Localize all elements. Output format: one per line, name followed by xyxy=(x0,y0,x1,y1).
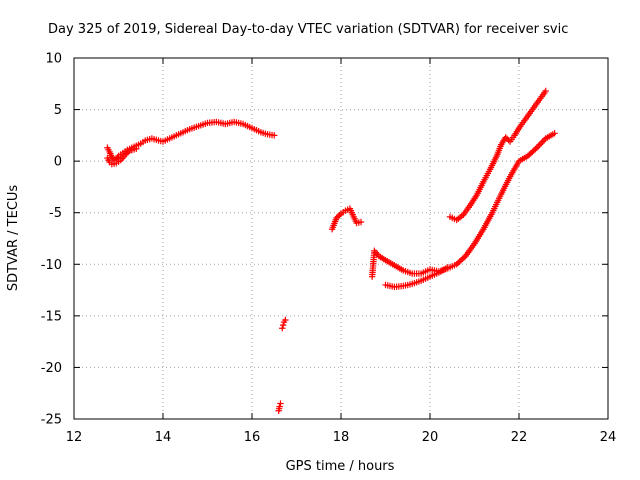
data-point-marker xyxy=(454,259,462,267)
data-point-marker xyxy=(282,316,289,324)
data-point-marker xyxy=(333,214,340,222)
data-point-marker xyxy=(505,136,512,144)
data-point-marker xyxy=(121,151,129,159)
data-point-marker xyxy=(336,211,343,219)
y-tick-label: -15 xyxy=(41,309,62,324)
x-tick-label: 22 xyxy=(511,430,528,445)
y-tick-label: -25 xyxy=(41,413,62,428)
y-tick-label: 10 xyxy=(45,52,62,67)
data-point-marker xyxy=(524,152,532,160)
y-tick-labels: 10 5 0 -5 -10 -15 -20 -25 xyxy=(41,52,62,428)
y-tick-label: -10 xyxy=(41,258,62,273)
data-point-marker xyxy=(502,134,509,141)
series-arc-3 xyxy=(279,316,289,332)
data-point-marker xyxy=(460,254,468,261)
y-tick-label: 0 xyxy=(54,155,62,170)
y-tick-label: -20 xyxy=(41,361,62,376)
data-point-marker xyxy=(123,150,130,157)
data-point-marker xyxy=(526,151,533,158)
data-point-marker xyxy=(532,145,539,153)
y-axis-label: SDTVAR / TECUs xyxy=(6,185,21,292)
data-point-marker xyxy=(459,255,466,262)
data-point-marker xyxy=(456,258,463,265)
x-tick-label: 12 xyxy=(66,430,83,445)
data-point-marker xyxy=(529,148,536,156)
data-point-marker xyxy=(271,132,278,139)
data-point-marker xyxy=(457,256,465,264)
chart-title: Day 325 of 2019, Sidereal Day-to-day VTE… xyxy=(48,22,568,37)
x-tick-label: 16 xyxy=(244,430,261,445)
data-point-marker xyxy=(542,87,549,95)
data-point-marker xyxy=(503,135,511,142)
series-arc-1-lower xyxy=(104,145,140,168)
series-arc-1 xyxy=(104,118,278,164)
data-point-marker xyxy=(530,147,538,154)
y-tick-label: 5 xyxy=(54,103,62,118)
series-arc-4 xyxy=(328,205,365,233)
data-point-marker xyxy=(334,213,342,220)
x-tick-label: 14 xyxy=(155,430,172,445)
x-tick-label: 20 xyxy=(422,430,439,445)
data-point-marker xyxy=(124,149,132,156)
x-tick-label: 18 xyxy=(333,430,350,445)
series-arc-6 xyxy=(382,264,451,291)
data-point-marker xyxy=(551,130,558,137)
axis-ticks xyxy=(73,57,609,420)
data-point-marker xyxy=(453,261,460,268)
series-arc-7 xyxy=(446,87,549,224)
data-point-marker xyxy=(444,264,451,271)
x-axis-label: GPS time / hours xyxy=(286,459,395,474)
series-arc-2 xyxy=(275,400,284,414)
x-tick-label: 24 xyxy=(600,430,617,445)
data-point-marker xyxy=(279,321,287,329)
data-points xyxy=(104,87,558,414)
data-point-marker xyxy=(357,218,365,226)
data-point-marker xyxy=(133,145,140,152)
data-point-marker xyxy=(279,325,286,332)
y-tick-label: -5 xyxy=(49,206,62,221)
data-point-marker xyxy=(527,150,535,157)
data-point-marker xyxy=(276,403,283,410)
x-tick-labels: 12 14 16 18 20 22 24 xyxy=(66,430,617,445)
data-point-marker xyxy=(277,400,284,407)
